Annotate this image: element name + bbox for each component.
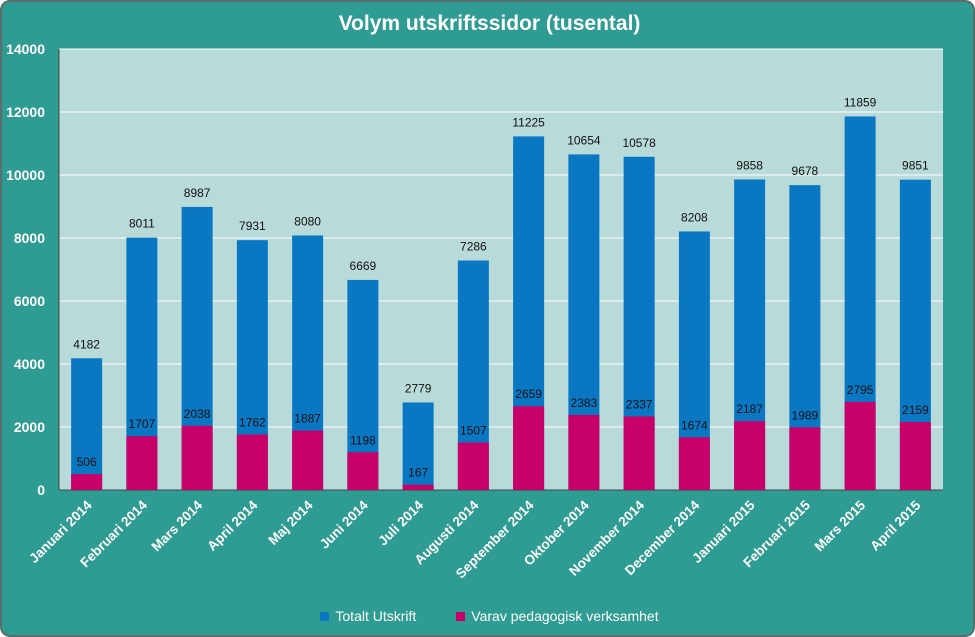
- data-label-pedagogic: 2383: [571, 396, 598, 410]
- x-tick-label: April 2015: [867, 497, 924, 554]
- y-tick-label: 4000: [14, 356, 45, 372]
- y-tick-label: 2000: [14, 419, 45, 435]
- legend-label-total: Totalt Utskrift: [335, 608, 417, 624]
- bar-total: [71, 358, 103, 490]
- y-tick-label: 12000: [6, 104, 45, 120]
- y-tick-label: 6000: [14, 293, 45, 309]
- data-label-pedagogic: 1674: [681, 418, 708, 432]
- data-label-pedagogic: 2187: [736, 402, 763, 416]
- chart-title: Volym utskriftssidor (tusental): [338, 12, 641, 35]
- data-label-total: 11225: [512, 115, 545, 129]
- data-label-total: 2779: [405, 381, 432, 395]
- data-label-total: 9678: [792, 164, 819, 178]
- data-label-pedagogic: 1989: [792, 408, 819, 422]
- data-label-total: 11859: [844, 95, 877, 109]
- y-tick-label: 0: [37, 482, 45, 498]
- bar-pedagogic: [236, 434, 268, 490]
- data-label-pedagogic: 1887: [294, 412, 321, 426]
- bar-pedagogic: [844, 401, 876, 490]
- bar-pedagogic: [513, 406, 545, 490]
- data-label-pedagogic: 1198: [350, 433, 376, 447]
- data-label-total: 7931: [239, 219, 266, 233]
- bar-pedagogic: [347, 452, 379, 490]
- data-label-total: 8208: [681, 210, 708, 224]
- bar-pedagogic: [623, 416, 655, 490]
- data-label-total: 8011: [129, 217, 155, 231]
- data-label-total: 8080: [294, 214, 321, 228]
- data-label-total: 9858: [736, 158, 763, 172]
- data-label-total: 4182: [73, 337, 100, 351]
- bar-pedagogic: [402, 484, 434, 490]
- legend: Totalt Utskrift Varav pedagogisk verksam…: [2, 608, 973, 624]
- bar-pedagogic: [789, 427, 821, 490]
- data-label-pedagogic: 167: [408, 466, 428, 480]
- bar-pedagogic: [678, 437, 710, 490]
- legend-swatch-total: [320, 611, 330, 621]
- legend-label-pedagogic: Varav pedagogisk verksamhet: [471, 608, 659, 624]
- x-tick-label: Juli 2014: [375, 497, 426, 548]
- y-tick-label: 8000: [14, 230, 45, 246]
- x-tick-label: Mars 2014: [148, 497, 205, 554]
- data-label-pedagogic: 1762: [239, 415, 266, 429]
- data-label-pedagogic: 1707: [129, 417, 156, 431]
- bar-pedagogic: [292, 430, 324, 490]
- data-label-pedagogic: 2659: [515, 387, 542, 401]
- x-tick-label: Mars 2015: [811, 497, 868, 554]
- legend-item-pedagogic: Varav pedagogisk verksamhet: [456, 608, 659, 624]
- data-label-pedagogic: 2337: [626, 397, 653, 411]
- bar-pedagogic: [457, 442, 489, 490]
- legend-swatch-pedagogic: [456, 611, 466, 621]
- y-tick-label: 14000: [6, 41, 45, 57]
- data-label-pedagogic: 2795: [847, 383, 874, 397]
- data-label-total: 10578: [622, 136, 656, 150]
- x-tick-label: Juni 2014: [317, 497, 371, 551]
- data-label-total: 7286: [460, 239, 487, 253]
- bar-total: [402, 402, 434, 490]
- data-label-total: 9851: [902, 159, 929, 173]
- data-label-total: 10654: [567, 133, 601, 147]
- x-tick-label: April 2014: [204, 497, 261, 554]
- bar-pedagogic: [71, 474, 103, 490]
- bar-pedagogic: [899, 421, 931, 490]
- bar-pedagogic: [126, 436, 158, 490]
- bar-pedagogic: [734, 421, 766, 490]
- bar-pedagogic: [568, 414, 600, 490]
- data-label-pedagogic: 2038: [184, 407, 211, 421]
- y-tick-label: 10000: [6, 167, 45, 183]
- data-label-total: 8987: [184, 186, 211, 200]
- data-label-total: 6669: [350, 259, 377, 273]
- x-tick-label: Maj 2014: [265, 497, 316, 548]
- data-label-pedagogic: 1507: [460, 424, 487, 438]
- bar-pedagogic: [181, 425, 213, 490]
- data-label-pedagogic: 2159: [902, 403, 929, 417]
- legend-item-total: Totalt Utskrift: [320, 608, 416, 624]
- data-label-pedagogic: 506: [77, 455, 97, 469]
